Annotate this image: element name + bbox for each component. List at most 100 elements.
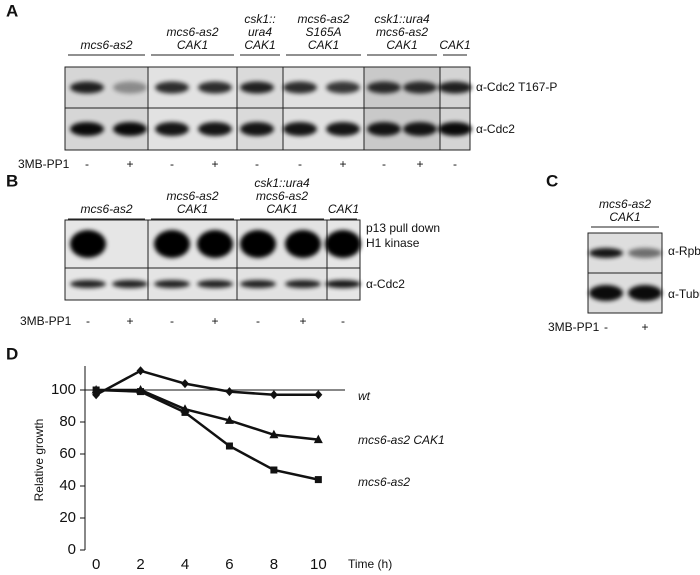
group-label: csk1::ura4 <box>374 12 430 26</box>
band <box>240 122 274 136</box>
band <box>589 285 623 301</box>
treatment-sign: - <box>85 157 89 171</box>
row-label: α-Tubulin <box>668 287 700 301</box>
treatment-label: 3MB-PP1 <box>548 320 600 334</box>
point <box>181 408 189 416</box>
group-label: csk1::ura4 <box>254 176 310 190</box>
y-tick-label: 0 <box>68 541 76 558</box>
row-label: α-Cdc2 <box>366 277 405 291</box>
group-label: ura4 <box>248 25 272 39</box>
band <box>325 230 361 258</box>
band <box>403 81 437 94</box>
band <box>325 280 361 288</box>
panel-letter: D <box>6 344 18 363</box>
treatment-sign: + <box>339 157 346 171</box>
x-tick-label: 0 <box>92 556 100 573</box>
treatment-sign: - <box>453 157 457 171</box>
y-tick-label: 80 <box>59 413 76 430</box>
panel-letter: C <box>546 171 558 190</box>
band <box>326 122 360 136</box>
series-line <box>96 388 319 441</box>
point <box>225 387 234 397</box>
band <box>70 280 106 288</box>
y-tick-label: 60 <box>59 445 76 462</box>
point <box>269 429 279 439</box>
row-label: H1 kinase <box>366 236 420 250</box>
row-label: α-Rpb1 S5-P <box>668 244 700 258</box>
treatment-label: 3MB-PP1 <box>20 314 72 328</box>
band <box>326 81 360 94</box>
band <box>403 122 437 136</box>
band <box>283 81 317 94</box>
treatment-sign: - <box>298 157 302 171</box>
treatment-sign: + <box>211 157 218 171</box>
group-label: mcs6-as2 <box>166 189 218 203</box>
band <box>285 280 321 288</box>
treatment-sign: + <box>416 157 423 171</box>
band <box>198 81 232 94</box>
treatment-sign: - <box>86 314 90 328</box>
x-tick-label: 4 <box>181 556 189 573</box>
group-label: CAK1 <box>386 38 417 52</box>
band <box>240 230 276 258</box>
band <box>197 280 233 288</box>
band <box>70 81 104 94</box>
group-label: CAK1 <box>177 202 208 216</box>
treatment-sign: + <box>126 314 133 328</box>
y-tick-label: 100 <box>51 381 76 398</box>
band <box>628 285 662 301</box>
x-axis-label: Time (h) <box>348 557 392 571</box>
group-label: mcs6-as2 <box>297 12 349 26</box>
treatment-sign: + <box>641 320 648 334</box>
series-line <box>95 369 319 397</box>
y-tick-label: 20 <box>59 509 76 526</box>
band <box>285 230 321 258</box>
group-label: mcs6-as2 <box>256 189 308 203</box>
row-label: p13 pull down <box>366 221 440 235</box>
panel-letter: B <box>6 171 18 190</box>
band <box>70 230 106 258</box>
band <box>240 280 276 288</box>
point <box>137 388 145 396</box>
band <box>589 248 623 258</box>
point <box>181 379 189 389</box>
band <box>113 81 147 94</box>
band <box>154 230 190 258</box>
series-label: wt <box>358 389 371 403</box>
blot-panel <box>64 219 149 301</box>
group-label: csk1:: <box>244 12 275 26</box>
row-label: α-Cdc2 <box>476 122 515 136</box>
band <box>112 280 148 288</box>
point <box>313 434 323 444</box>
treatment-sign: - <box>341 314 345 328</box>
band <box>154 280 190 288</box>
group-label: CAK1 <box>609 210 640 224</box>
group-label: CAK1 <box>266 202 297 216</box>
band <box>283 122 317 136</box>
band <box>367 81 401 94</box>
group-label: CAK1 <box>177 38 208 52</box>
series-label: mcs6-as2 CAK1 <box>358 433 445 447</box>
point <box>136 366 145 376</box>
y-axis-label: Relative growth <box>32 419 46 502</box>
treatment-sign: - <box>604 320 608 334</box>
group-label: CAK1 <box>328 202 359 216</box>
treatment-sign: - <box>170 314 174 328</box>
point <box>270 466 278 474</box>
group-label: CAK1 <box>439 38 470 52</box>
treatment-label: 3MB-PP1 <box>18 157 70 171</box>
x-tick-label: 6 <box>225 556 233 573</box>
point <box>224 415 234 424</box>
group-label: mcs6-as2 <box>376 25 428 39</box>
band <box>198 122 232 136</box>
band <box>155 81 189 94</box>
group-label: mcs6-as2 <box>599 197 651 211</box>
point <box>92 386 100 394</box>
treatment-sign: - <box>256 314 260 328</box>
treatment-sign: + <box>211 314 218 328</box>
group-label: mcs6-as2 <box>80 38 132 52</box>
treatment-sign: + <box>126 157 133 171</box>
x-tick-label: 8 <box>270 556 278 573</box>
point <box>269 390 278 400</box>
